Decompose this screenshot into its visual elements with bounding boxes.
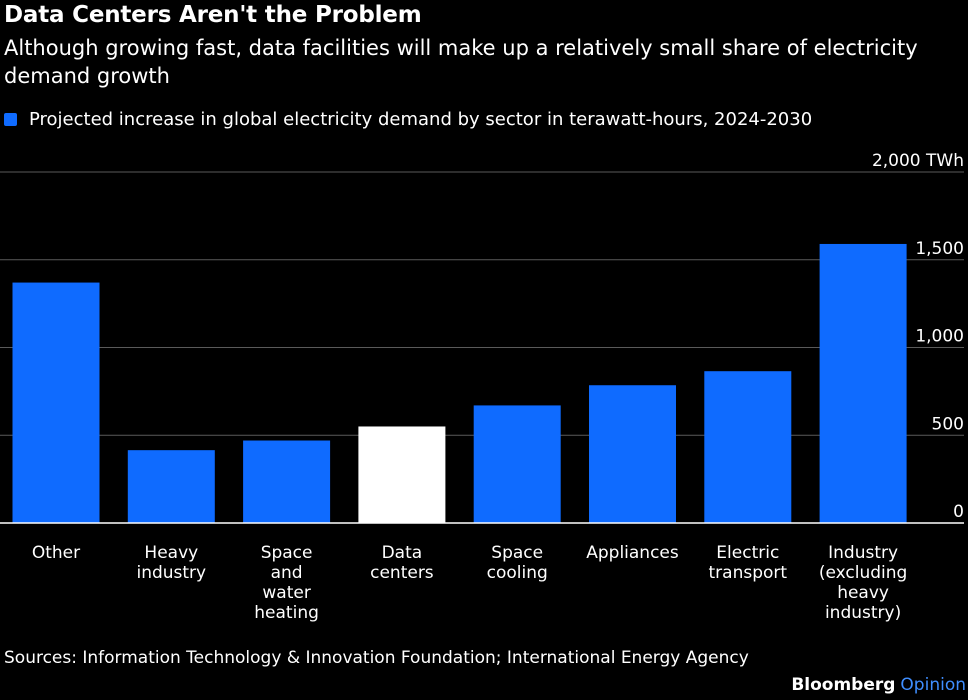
bar xyxy=(358,426,446,523)
legend-label: Projected increase in global electricity… xyxy=(29,109,813,130)
x-tick-label: Electric transport xyxy=(709,543,788,583)
chart-title: Data Centers Aren't the Problem xyxy=(4,2,422,28)
y-tick-label: 1,500 xyxy=(915,239,964,259)
x-tick-label: Data centers xyxy=(370,543,434,583)
y-tick-label: 1,000 xyxy=(915,327,964,347)
y-tick-label: 500 xyxy=(932,414,964,434)
bars xyxy=(12,243,907,523)
bar xyxy=(473,405,561,523)
source-note: Sources: Information Technology & Innova… xyxy=(4,648,749,668)
bar xyxy=(243,440,331,523)
bar xyxy=(127,450,215,523)
bar xyxy=(589,385,676,523)
x-axis-labels: Other Heavy industry Space and water heating Da… xyxy=(32,543,907,623)
x-tick-label: Appliances xyxy=(586,543,679,563)
chart-subtitle: Although growing fast, data facilities w… xyxy=(4,36,918,88)
bar-chart: 0 500 1,000 1,500 2,000 TWh Other Heavy indust… xyxy=(0,151,964,623)
chart-legend: Projected increase in global electricity… xyxy=(4,109,812,130)
y-axis-ticks: 0 500 1,000 1,500 2,000 TWh xyxy=(0,151,964,524)
bar xyxy=(12,282,100,523)
gridlines xyxy=(0,171,964,436)
bar xyxy=(819,243,907,523)
legend-swatch xyxy=(4,113,17,126)
brand-name: Bloomberg xyxy=(791,675,896,695)
y-tick-label: 2,000 TWh xyxy=(872,151,964,171)
bar xyxy=(704,371,792,523)
x-tick-label: Other xyxy=(32,543,80,563)
x-tick-label: Space and water heating xyxy=(254,543,319,623)
x-tick-label: Industry (excluding heavy industry) xyxy=(819,543,907,623)
y-tick-label: 0 xyxy=(953,502,964,522)
x-tick-label: Space cooling xyxy=(487,543,548,583)
x-tick-label: Heavy industry xyxy=(136,543,206,583)
brand-logo: Bloomberg Opinion xyxy=(791,675,966,695)
brand-section: Opinion xyxy=(900,675,966,695)
